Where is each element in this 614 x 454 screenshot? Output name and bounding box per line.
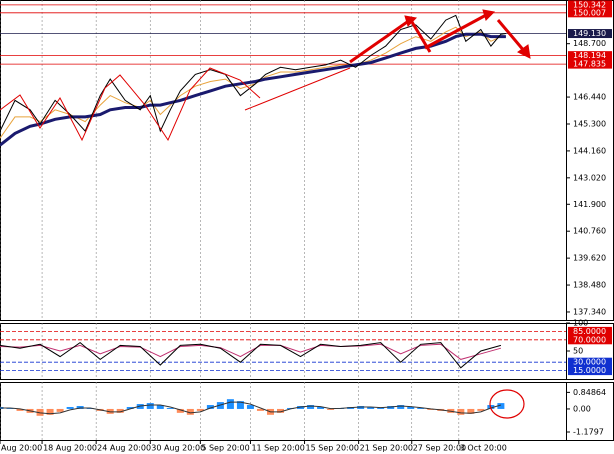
histogram-bar	[156, 405, 164, 409]
series-line	[0, 341, 502, 369]
y-tick-label: 137.340	[573, 307, 606, 316]
y-tick-label: 100	[573, 319, 588, 328]
histogram-bar	[166, 407, 174, 409]
histogram-bar	[407, 406, 415, 409]
level-label-box	[568, 29, 612, 39]
histogram-bar	[256, 408, 264, 411]
histogram-bar	[16, 408, 24, 411]
histogram-bar	[397, 405, 405, 409]
trend-drawings	[0, 9, 531, 419]
histogram-bar	[36, 408, 44, 416]
histogram-bar	[377, 407, 385, 409]
histogram-bar	[46, 408, 54, 415]
histogram-bar	[196, 408, 204, 411]
x-tick-label: 5 Sep 20:00	[201, 444, 249, 453]
level-label-box	[568, 357, 612, 367]
histogram-bar	[126, 406, 134, 409]
series-line	[0, 14, 506, 133]
y-tick-label: 144.160	[573, 146, 606, 155]
histogram-bar	[76, 406, 84, 409]
x-tick-label: 3 Oct 20:00	[460, 444, 507, 453]
y-tick-label: 139.620	[573, 254, 606, 263]
level-label-box	[568, 326, 612, 336]
histogram-bar	[497, 403, 505, 409]
x-tick-label: 18 Aug 20:00	[43, 444, 97, 453]
y-tick-label: 140.760	[573, 227, 606, 236]
arrow-head	[482, 9, 496, 21]
arrow-up	[349, 18, 411, 64]
level-label-box	[568, 335, 612, 345]
histogram-bar	[327, 408, 335, 410]
histogram-bar	[146, 403, 154, 409]
x-tick-label: 21 Sep 20:00	[360, 444, 413, 453]
y-tick-label: 50	[573, 347, 583, 356]
x-tick-label: 24 Aug 20:00	[97, 444, 151, 453]
level-label-box	[568, 59, 612, 69]
histogram-bar	[367, 406, 375, 409]
histogram-bar	[136, 404, 144, 409]
arrow-head	[517, 44, 531, 59]
y-tick-label: 138.480	[573, 281, 606, 290]
x-tick-label: 15 Sep 20:00	[306, 444, 359, 453]
y-tick-label: 143.020	[573, 173, 606, 182]
histogram-bar	[66, 406, 74, 409]
histogram-bar	[417, 407, 425, 409]
level-label: 15.0000	[573, 366, 606, 375]
histogram-bar	[457, 408, 465, 415]
x-tick-label: 30 Aug 20:00	[151, 444, 205, 453]
y-tick-label: 0.84864	[573, 388, 606, 397]
histogram-bar	[176, 408, 184, 413]
level-label: 70.0000	[573, 335, 606, 344]
level-label: 30.0000	[573, 358, 606, 367]
x-tick-label: 11 Sep 20:00	[251, 444, 304, 453]
histogram-bar	[116, 408, 124, 413]
y-tick-label: 0.00	[573, 404, 591, 413]
y-tick-label: 141.900	[573, 200, 606, 209]
level-label: 149.130	[573, 29, 606, 38]
histogram-bar	[216, 402, 224, 409]
histogram-bar	[206, 405, 214, 409]
level-label: 85.0000	[573, 327, 606, 336]
histogram-bar	[477, 408, 485, 411]
level-label-box	[568, 366, 612, 376]
level-label: 148.194	[573, 51, 606, 60]
histogram-bar	[427, 408, 435, 410]
arrow-up	[424, 12, 489, 50]
histogram-bar	[56, 408, 64, 412]
level-label: 150.007	[573, 8, 606, 17]
histogram-bar	[276, 408, 284, 413]
y-tick-label: -1.1797	[573, 427, 604, 436]
zigzag	[0, 67, 261, 142]
y-tick-label: 145.300	[573, 119, 606, 128]
histogram-bar	[246, 405, 254, 409]
level-label-box	[568, 51, 612, 61]
histogram-bar	[317, 406, 325, 409]
level-label: 147.835	[573, 60, 606, 69]
histogram-bar	[186, 408, 194, 415]
trend-line	[244, 67, 351, 111]
histogram-bar	[236, 401, 244, 409]
x-tick-label: Aug 20:00	[1, 444, 42, 453]
level-label: 150.342	[573, 0, 606, 9]
y-tick-label: 148.700	[573, 39, 606, 48]
level-label-box	[568, 8, 612, 18]
histogram-bar	[226, 399, 234, 409]
highlight-circle	[489, 389, 525, 419]
arrow-down	[496, 19, 527, 53]
x-tick-label: 27 Sep 20:00	[413, 444, 466, 453]
histogram-bar	[467, 408, 475, 414]
histogram-bar	[307, 405, 315, 409]
y-tick-label: 146.440	[573, 93, 606, 102]
series-line	[0, 32, 506, 147]
series-line	[0, 401, 502, 415]
level-label-box	[568, 0, 612, 10]
